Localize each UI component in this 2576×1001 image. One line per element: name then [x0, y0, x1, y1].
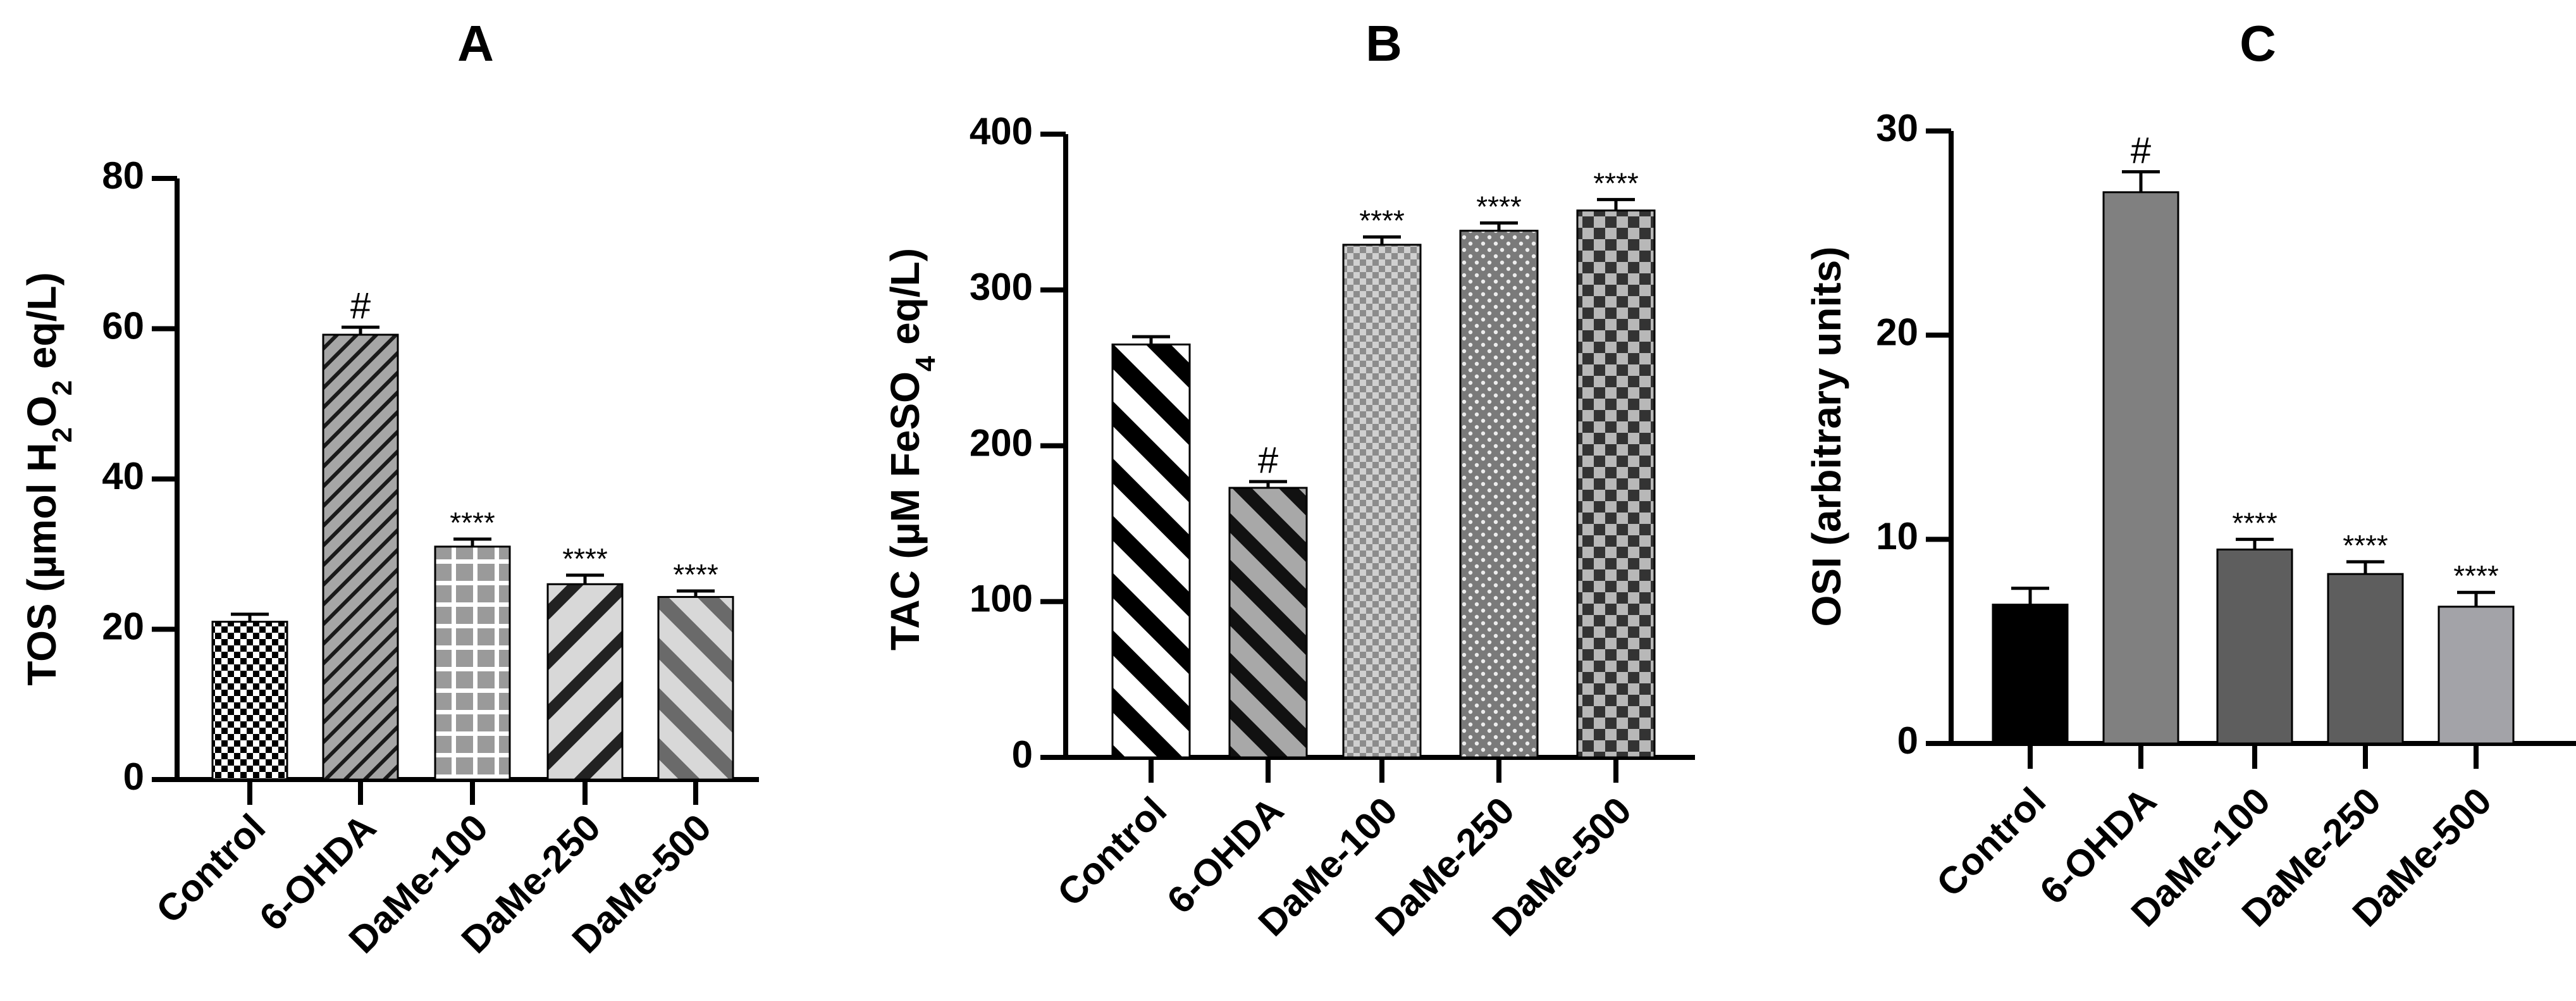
significance-label: ****: [450, 506, 495, 539]
y-tick-label: 300: [970, 266, 1033, 308]
bar-dame-100: [434, 545, 511, 781]
y-tick-label: 40: [102, 455, 144, 497]
y-tick-label: 100: [970, 578, 1033, 620]
significance-label: #: [350, 285, 371, 326]
significance-label: ****: [2232, 506, 2277, 539]
bar-control: [1992, 604, 2069, 745]
y-axis-title: TOS (µmol H2O2 eq/L): [19, 272, 78, 686]
y-tick-label: 80: [102, 154, 144, 197]
bar-6-ohda: [1228, 487, 1308, 759]
significance-label: ****: [1593, 166, 1639, 199]
bar-dame-500: [2437, 606, 2515, 745]
panel-letter: C: [2240, 15, 2276, 72]
y-tick-label: 0: [1012, 733, 1033, 776]
bar-6-ohda: [2102, 191, 2179, 745]
bar-dame-100: [2216, 548, 2293, 745]
bar-control: [211, 621, 288, 781]
significance-label: ****: [673, 558, 718, 591]
y-tick-label: 0: [123, 755, 144, 798]
bar-control: [1111, 343, 1191, 759]
bar-dame-500: [1576, 209, 1656, 759]
bar-dame-100: [1342, 244, 1422, 759]
significance-label: ****: [1359, 204, 1405, 237]
y-axis-title: OSI (arbitrary units): [1804, 247, 1849, 627]
bar-dame-250: [2327, 573, 2404, 745]
significance-label: ****: [562, 542, 608, 575]
y-tick-label: 20: [1876, 311, 1918, 354]
bar-dame-250: [546, 583, 624, 781]
significance-label: ****: [2343, 529, 2388, 562]
significance-label: ****: [2453, 559, 2499, 592]
panel-b-chart: B 0 100 200 300 400 TAC (µM FeSO4 eq/L) Control…: [882, 15, 1695, 944]
y-tick-label: 0: [1897, 719, 1918, 762]
bar-6-ohda: [322, 333, 399, 781]
panel-letter: B: [1365, 15, 1402, 72]
significance-label: #: [1258, 440, 1278, 481]
y-tick-label: 30: [1876, 107, 1918, 149]
y-tick-label: 200: [970, 421, 1033, 464]
y-tick-label: 400: [970, 110, 1033, 152]
bar-dame-250: [1459, 230, 1539, 759]
y-tick-label: 60: [102, 304, 144, 347]
y-axis-title: TAC (µM FeSO4 eq/L): [882, 248, 941, 650]
significance-label: ****: [1476, 190, 1522, 223]
panel-letter: A: [457, 15, 494, 72]
significance-label: #: [2131, 130, 2151, 171]
bar-dame-500: [657, 595, 734, 781]
y-tick-label: 20: [102, 605, 144, 647]
y-tick-label: 10: [1876, 515, 1918, 557]
category-label: Control: [1049, 789, 1174, 914]
